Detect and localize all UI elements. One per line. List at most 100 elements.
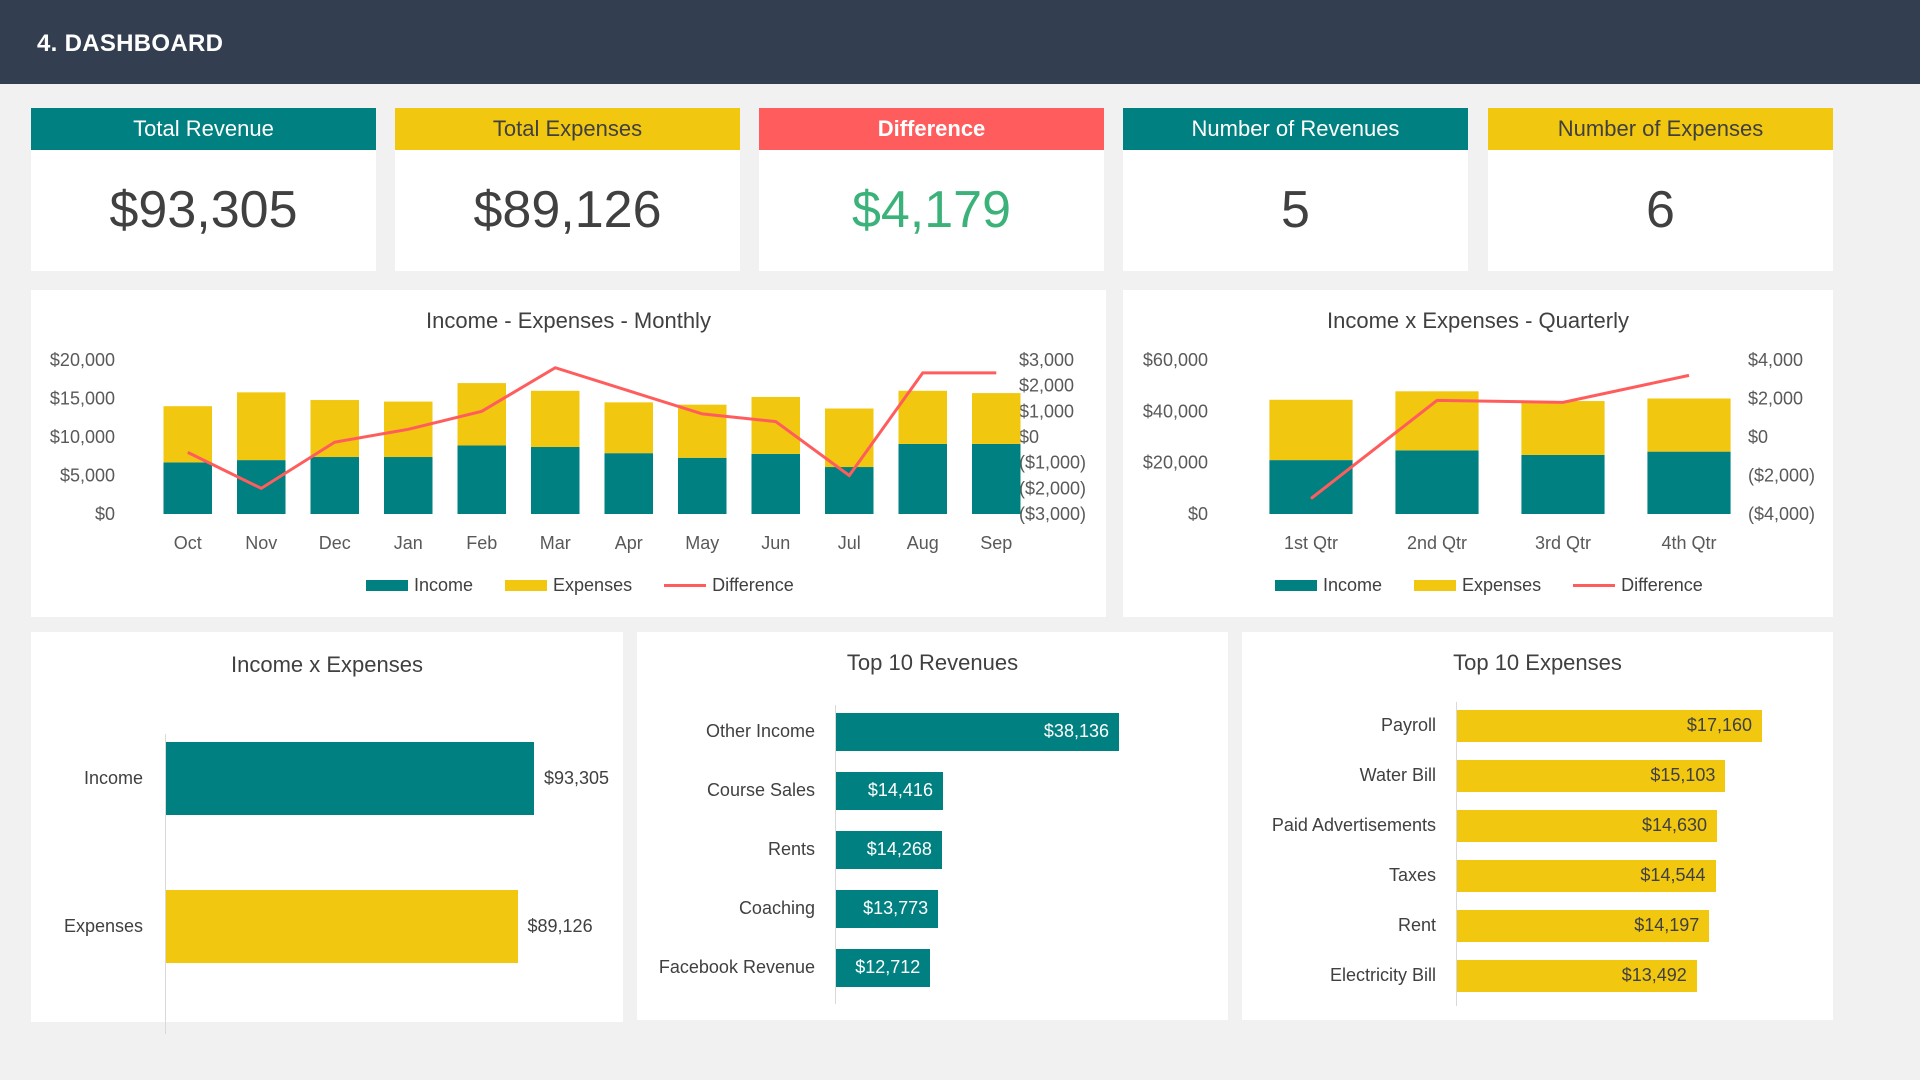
kpi-value: 6 xyxy=(1646,181,1675,239)
bar-income xyxy=(751,453,801,514)
kpi-value: $93,305 xyxy=(109,181,298,239)
kpi-number-of-expenses: Number of Expenses 6 xyxy=(1488,108,1833,271)
bar xyxy=(1457,860,1716,892)
monthly-legend: Income Expenses Difference xyxy=(366,575,794,596)
value-label: $17,160 xyxy=(1686,715,1752,735)
y2-tick-label: $2,000 xyxy=(1748,389,1803,409)
x-tick-label: Feb xyxy=(466,533,497,553)
bar-income xyxy=(1395,450,1479,514)
monthly-chart-panel: Income - Expenses - Monthly $0 $5,000 $10,… xyxy=(31,290,1106,617)
bar-expenses xyxy=(898,390,948,444)
value-label: $14,197 xyxy=(1634,915,1700,935)
category-label: Taxes xyxy=(1388,865,1436,885)
top-revenues-chart: Other Income $38,136 Course Sales $14,416 Re… xyxy=(637,632,1228,1020)
bar-expenses xyxy=(751,396,801,454)
bar-expenses xyxy=(1521,401,1605,455)
bar-income xyxy=(383,457,433,514)
value-label: $14,416 xyxy=(867,780,933,800)
bar-expenses xyxy=(1269,399,1353,461)
legend-label-difference: Difference xyxy=(712,575,794,595)
y2-tick-label: $3,000 xyxy=(1019,350,1074,370)
kpi-total-revenue: Total Revenue $93,305 xyxy=(31,108,376,271)
y2-tick-label: $0 xyxy=(1748,427,1768,447)
value-label: $93,305 xyxy=(544,767,610,788)
value-label: $15,103 xyxy=(1650,765,1716,785)
kpi-value: 5 xyxy=(1281,181,1310,239)
y2-tick-label: $2,000 xyxy=(1019,376,1074,396)
category-label: Rent xyxy=(1397,915,1436,935)
x-tick-label: 1st Qtr xyxy=(1284,533,1338,553)
y-tick-label: $5,000 xyxy=(60,466,115,486)
y2-tick-label: ($2,000) xyxy=(1748,466,1815,486)
kpi-label: Difference xyxy=(759,108,1104,150)
x-tick-label: Jan xyxy=(394,533,423,553)
legend-swatch-income xyxy=(366,580,408,591)
bar-income xyxy=(530,447,580,514)
header-bar: 4. DASHBOARD xyxy=(0,0,1920,84)
bar xyxy=(1457,910,1710,942)
legend-label-expenses: Expenses xyxy=(553,575,633,595)
category-label: Paid Advertisements xyxy=(1271,815,1436,835)
legend-swatch-difference xyxy=(664,584,707,587)
legend-label-income: Income xyxy=(1323,575,1383,595)
bar-expenses xyxy=(310,400,360,458)
y-tick-label: $10,000 xyxy=(50,427,115,447)
quarterly-chart-panel: Income x Expenses - Quarterly $0 $20,000 $… xyxy=(1123,290,1833,617)
category-label: Rents xyxy=(767,839,815,859)
bar-income xyxy=(1647,451,1731,514)
x-tick-label: Oct xyxy=(174,533,202,553)
category-label: Facebook Revenue xyxy=(658,957,815,977)
y2-tick-label: $4,000 xyxy=(1748,350,1803,370)
bar-income xyxy=(310,457,360,514)
y2-tick-label: ($2,000) xyxy=(1019,478,1086,498)
legend-label-expenses: Expenses xyxy=(1462,575,1542,595)
value-label: $12,712 xyxy=(855,957,921,977)
quarterly-chart: $0 $20,000 $40,000 $60,000 ($4,000) ($2,000) $… xyxy=(1143,350,1815,553)
legend-label-difference: Difference xyxy=(1621,575,1703,595)
quarterly-legend: Income Expenses Difference xyxy=(1275,575,1703,596)
chart-title: Top 10 Revenues xyxy=(846,650,1019,675)
value-label: $14,544 xyxy=(1640,865,1706,885)
top-revenues-panel: Top 10 Revenues Other Income $38,136 Cours… xyxy=(637,632,1228,1020)
bar-expenses xyxy=(971,393,1021,444)
kpi-difference: Difference $4,179 xyxy=(759,108,1104,271)
bar xyxy=(166,742,534,815)
y2-tick-label: $1,000 xyxy=(1019,401,1074,421)
kpi-label: Number of Revenues xyxy=(1123,108,1468,150)
category-label: Other Income xyxy=(705,721,815,741)
kpi-value: $89,126 xyxy=(473,181,662,239)
x-tick-label: Apr xyxy=(615,533,643,553)
y-tick-label: $0 xyxy=(1188,504,1208,524)
bar-expenses xyxy=(236,392,286,461)
x-tick-label: Jul xyxy=(838,533,861,553)
bar-income xyxy=(898,443,948,514)
value-label: $38,136 xyxy=(1043,721,1109,741)
income-x-expenses-chart: Income $93,305 Expenses $89,126 xyxy=(31,632,623,1034)
x-tick-label: 4th Qtr xyxy=(1661,533,1716,553)
top-expenses-panel: Top 10 Expenses Payroll $17,160 Water Bill… xyxy=(1242,632,1833,1020)
chart-title: Income - Expenses - Monthly xyxy=(426,308,711,333)
x-tick-label: Sep xyxy=(980,533,1012,553)
y-tick-label: $40,000 xyxy=(1143,401,1208,421)
income-x-expenses-panel: Income x Expenses Income $93,305 Expenses $… xyxy=(31,632,623,1034)
bar xyxy=(1457,960,1697,992)
monthly-chart: $0 $5,000 $10,000 $15,000 $20,000 ($3,000) ($2… xyxy=(50,350,1086,553)
page-title: 4. DASHBOARD xyxy=(37,30,224,57)
chart-title: Income x Expenses xyxy=(231,652,423,677)
bar xyxy=(166,890,518,963)
difference-line xyxy=(187,366,997,491)
category-label: Income xyxy=(83,767,143,788)
category-label: Expenses xyxy=(63,915,143,936)
y-tick-label: $15,000 xyxy=(50,389,115,409)
bar xyxy=(1457,810,1718,842)
category-label: Payroll xyxy=(1380,715,1436,735)
value-label: $89,126 xyxy=(527,915,593,936)
kpi-total-expenses: Total Expenses $89,126 xyxy=(395,108,740,271)
bar xyxy=(836,949,931,987)
value-label: $13,773 xyxy=(863,898,929,918)
x-tick-label: 2nd Qtr xyxy=(1407,533,1467,553)
y2-tick-label: ($1,000) xyxy=(1019,453,1086,473)
bar-expenses xyxy=(530,390,580,448)
bar-income xyxy=(604,453,654,514)
x-tick-label: Nov xyxy=(245,533,277,553)
